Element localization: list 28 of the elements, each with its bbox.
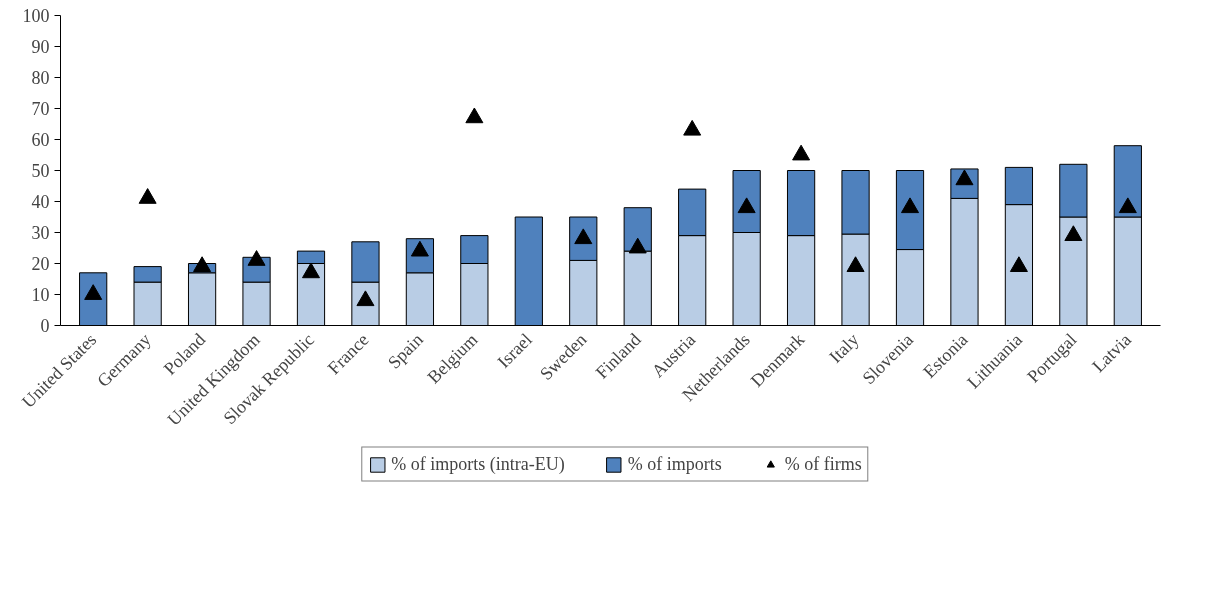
point	[628, 237, 647, 254]
point	[792, 144, 811, 161]
point	[1064, 225, 1083, 242]
y-tick-label: 20	[31, 254, 50, 274]
y-tick-label: 0	[40, 316, 50, 336]
y-tick-label: 80	[31, 68, 50, 88]
legend-label: % of imports (intra-EU)	[391, 453, 565, 475]
legend-label: % of firms	[784, 453, 862, 475]
y-tick-label: 30	[31, 223, 50, 243]
point	[1009, 256, 1028, 273]
point	[302, 262, 320, 279]
point	[901, 197, 919, 214]
point	[138, 188, 157, 204]
point	[193, 256, 212, 273]
y-tick-label: 90	[31, 37, 50, 57]
y-tick-label: 60	[31, 130, 50, 150]
x-tick-label: Italy	[825, 329, 863, 367]
y-tick-label: 70	[31, 99, 50, 119]
point	[1118, 197, 1137, 214]
legend-label: % of imports	[627, 453, 722, 475]
point	[247, 250, 266, 266]
y-tick-label: 10	[31, 285, 50, 305]
point	[683, 119, 702, 136]
y-tick-label: 40	[31, 192, 50, 212]
point	[846, 256, 865, 273]
y-tick-label: 100	[22, 6, 50, 26]
point	[465, 107, 484, 124]
y-tick-label: 50	[31, 161, 50, 181]
